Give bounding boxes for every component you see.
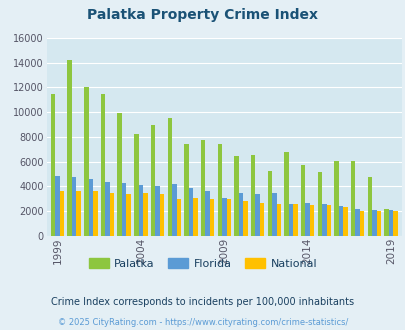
Bar (321, 204, 326, 236)
Bar (51, 94, 55, 236)
Bar (88, 179, 93, 236)
Bar (359, 211, 364, 236)
Bar (388, 210, 392, 236)
Bar (151, 124, 155, 236)
Bar (300, 165, 305, 236)
Bar (143, 193, 147, 236)
Bar (255, 194, 259, 236)
Bar (271, 193, 276, 236)
Bar (122, 183, 126, 236)
Bar (276, 204, 280, 236)
Bar (105, 182, 109, 236)
Bar (326, 205, 330, 236)
Bar (172, 184, 176, 236)
Bar (317, 172, 321, 236)
Bar (376, 211, 380, 236)
Bar (72, 177, 76, 236)
Bar (384, 209, 388, 236)
Bar (333, 161, 338, 236)
Bar (84, 87, 88, 236)
Bar (309, 205, 314, 236)
Bar (60, 191, 64, 236)
Bar (100, 94, 105, 236)
Bar (250, 155, 255, 236)
Bar (134, 134, 139, 236)
Bar (259, 203, 264, 236)
Bar (209, 199, 214, 236)
Text: © 2025 CityRating.com - https://www.cityrating.com/crime-statistics/: © 2025 CityRating.com - https://www.city… (58, 318, 347, 327)
Bar (155, 186, 160, 236)
Bar (126, 194, 131, 236)
Bar (205, 191, 209, 236)
Bar (338, 206, 343, 236)
Bar (267, 171, 271, 236)
Bar (55, 176, 60, 236)
Text: Crime Index corresponds to incidents per 100,000 inhabitants: Crime Index corresponds to incidents per… (51, 297, 354, 307)
Bar (243, 201, 247, 236)
Bar (234, 156, 238, 236)
Bar (217, 144, 222, 236)
Bar (343, 208, 347, 236)
Bar (371, 210, 376, 236)
Bar (76, 191, 81, 236)
Bar (67, 60, 72, 236)
Bar (200, 140, 205, 236)
Bar (305, 203, 309, 236)
Bar (288, 204, 292, 236)
Bar (350, 161, 355, 236)
Bar (367, 177, 371, 236)
Bar (176, 199, 181, 236)
Bar (188, 188, 193, 236)
Bar (160, 194, 164, 236)
Text: Palatka Property Crime Index: Palatka Property Crime Index (87, 8, 318, 22)
Bar (139, 184, 143, 236)
Bar (392, 211, 397, 236)
Bar (109, 193, 114, 236)
Bar (193, 198, 197, 236)
Bar (184, 144, 188, 236)
Bar (238, 193, 243, 236)
Bar (117, 113, 121, 236)
Bar (226, 199, 230, 236)
Bar (284, 152, 288, 236)
Bar (93, 191, 97, 236)
Bar (167, 118, 172, 236)
Bar (355, 209, 359, 236)
Legend: Palatka, Florida, National: Palatka, Florida, National (84, 254, 321, 273)
Bar (292, 204, 297, 236)
Bar (222, 198, 226, 236)
